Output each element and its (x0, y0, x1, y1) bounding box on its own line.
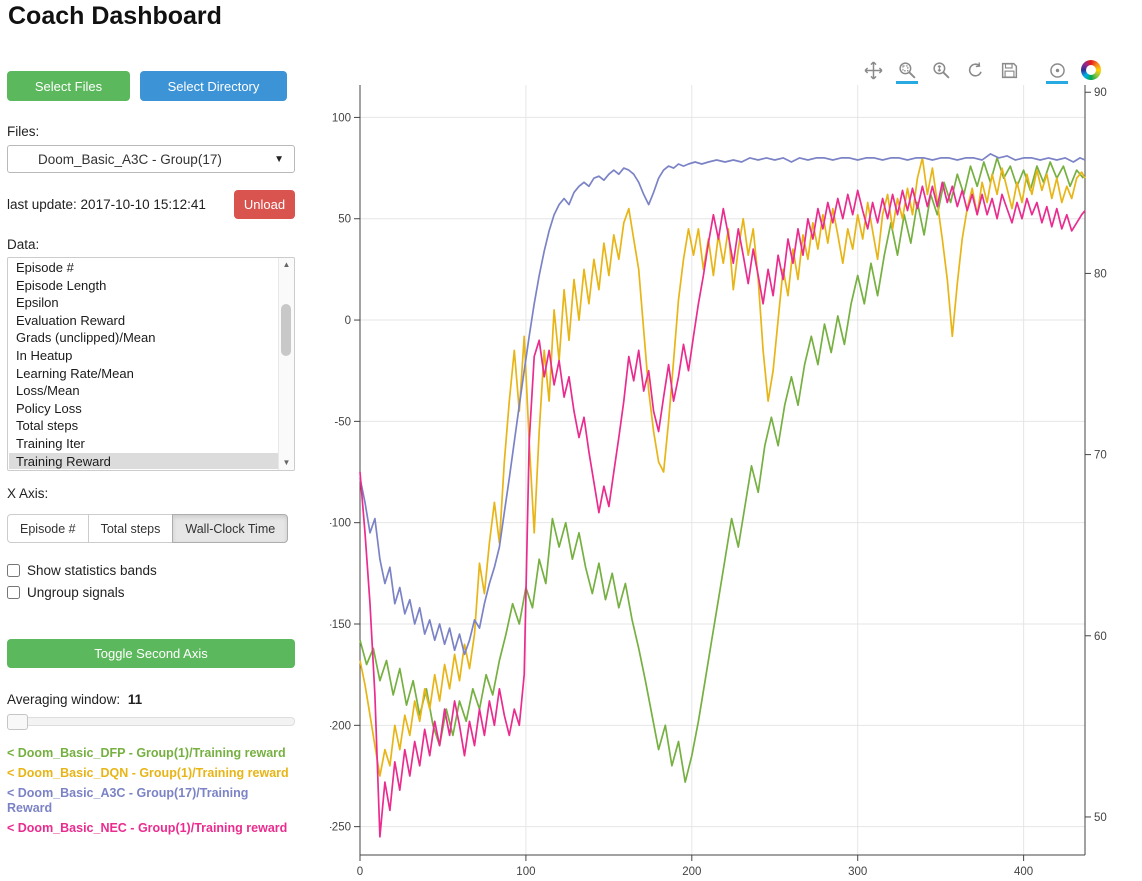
y2-tick-label: 80 (1094, 268, 1107, 280)
y-tick-label: 100 (332, 112, 351, 124)
list-item-episode-length[interactable]: Episode Length (16, 277, 107, 293)
list-item-episode[interactable]: Episode # (16, 260, 74, 275)
page-title: Coach Dashboard (8, 2, 222, 30)
legend-item[interactable]: < Doom_Basic_DQN - Group(1)/Training rew… (7, 766, 289, 780)
list-item-evaluation-reward[interactable]: Evaluation Reward (16, 312, 126, 328)
options-checkboxes: Show statistics bands Ungroup signals (7, 563, 295, 600)
checkbox-row-ungroup-signals: Ungroup signals (7, 585, 295, 600)
pan-icon (864, 61, 882, 79)
series-line-doom-basic-dqn-group-1-training-reward (359, 157, 1086, 777)
list-item-epsilon[interactable]: Epsilon (16, 295, 59, 311)
averaging-window-label: Averaging window: (7, 692, 121, 707)
series-line-doom-basic-a3c-group-17-training-reward (359, 153, 1086, 656)
select-directory-button[interactable]: Select Directory (140, 71, 287, 101)
last-update-row: last update: 2017-10-10 15:12:41 Unload (7, 190, 295, 219)
tool-pan[interactable] (862, 59, 884, 81)
y-tick-label: -100 (330, 518, 351, 530)
averaging-window-value: 11 (127, 692, 143, 707)
files-label: Files: (7, 124, 40, 139)
data-label: Data: (7, 237, 40, 252)
tool-wheel-zoom[interactable] (930, 59, 952, 81)
select-files-button[interactable]: Select Files (7, 71, 130, 101)
x-axis-label: X Axis: (7, 486, 49, 501)
list-item-loss-mean[interactable]: Loss/Mean (16, 383, 80, 399)
plot-area[interactable] (360, 85, 1085, 855)
y2-tick-label: 90 (1094, 87, 1107, 99)
sidebar: Select Files Select Directory Files: Doo… (7, 71, 295, 841)
list-item-learning-rate-mean[interactable]: Learning Rate/Mean (16, 365, 134, 381)
active-tool-underline (1046, 81, 1068, 84)
bokeh-logo (1081, 60, 1101, 80)
tool-save[interactable] (998, 59, 1020, 81)
legend: < Doom_Basic_DFP - Group(1)/Training rew… (7, 746, 295, 836)
xaxis-button-episode[interactable]: Episode # (7, 514, 89, 543)
y2-tick-label: 50 (1094, 812, 1107, 824)
checkbox-label: Ungroup signals (27, 585, 125, 600)
hover-icon (1049, 62, 1065, 78)
xaxis-button-wall-clock-time[interactable]: Wall-Clock Time (172, 514, 289, 543)
list-item-in-heatup[interactable]: In Heatup (16, 347, 73, 363)
list-item-training-reward[interactable]: Training Reward (9, 452, 278, 469)
data-signal-list: Episode # Episode Length Epsilon Evaluation… (7, 257, 295, 471)
chart-toolbar (862, 58, 1102, 84)
file-buttons-row: Select Files Select Directory (7, 71, 295, 101)
legend-item[interactable]: < Doom_Basic_A3C - Group(17)/Training Re… (7, 786, 249, 815)
averaging-window-slider[interactable] (7, 714, 295, 730)
scroll-down-icon[interactable]: ▼ (282, 458, 291, 467)
box-zoom-icon (898, 61, 916, 79)
x-tick-label: 300 (848, 866, 867, 875)
legend-item[interactable]: < Doom_Basic_NEC - Group(1)/Training rew… (7, 821, 288, 835)
show-statistics-bands-checkbox[interactable] (7, 564, 20, 577)
x-tick-label: 200 (682, 866, 701, 875)
last-update-text: last update: 2017-10-10 15:12:41 (7, 197, 206, 212)
list-item-training-iter[interactable]: Training Iter (16, 435, 85, 451)
save-icon (1001, 62, 1017, 78)
data-signal-list-items: Episode # Episode Length Epsilon Evaluation… (9, 259, 278, 469)
x-axis-button-group: Episode # Total steps Wall-Clock Time (7, 514, 289, 543)
ungroup-signals-checkbox[interactable] (7, 586, 20, 599)
list-item-policy-loss[interactable]: Policy Loss (16, 400, 82, 416)
legend-item[interactable]: < Doom_Basic_DFP - Group(1)/Training rew… (7, 746, 286, 760)
scroll-up-icon[interactable]: ▲ (282, 260, 291, 269)
xaxis-button-total-steps[interactable]: Total steps (87, 514, 174, 543)
scrollbar-thumb[interactable] (281, 304, 291, 356)
reward-chart[interactable]: 100 50 0 -50 -100 -150 -200 -250 0 100 200 300 400 90… (330, 60, 1120, 875)
tool-bokeh-logo[interactable] (1080, 59, 1102, 81)
tool-box-zoom[interactable] (896, 59, 918, 84)
y-tick-label: -50 (334, 416, 351, 428)
x-tick-label: 0 (357, 866, 363, 875)
checkbox-row-show-statistics-bands: Show statistics bands (7, 563, 295, 578)
tool-hover[interactable] (1046, 59, 1068, 84)
wheel-zoom-icon (932, 61, 950, 79)
y-tick-label: -150 (330, 619, 351, 631)
reset-icon (968, 61, 982, 77)
unload-button[interactable]: Unload (234, 190, 295, 219)
toggle-second-axis-button[interactable]: Toggle Second Axis (7, 639, 295, 668)
series-line-doom-basic-nec-group-1-training-reward (359, 181, 1086, 838)
chevron-down-icon: ▼ (274, 154, 284, 165)
y2-tick-label: 60 (1094, 631, 1107, 643)
files-dropdown[interactable]: Doom_Basic_A3C - Group(17) ▼ (7, 145, 295, 173)
y-tick-label: -250 (330, 822, 351, 834)
data-list-scrollbar[interactable]: ▲ ▼ (278, 258, 294, 470)
tool-reset[interactable] (964, 59, 986, 81)
y-tick-label: 50 (338, 214, 351, 226)
x-tick-label: 400 (1014, 866, 1033, 875)
list-item-total-steps[interactable]: Total steps (16, 418, 79, 434)
checkbox-label: Show statistics bands (27, 563, 157, 578)
averaging-window-row: Averaging window: 11 (7, 692, 295, 707)
files-dropdown-value: Doom_Basic_A3C - Group(17) (38, 151, 222, 167)
y2-tick-label: 70 (1094, 450, 1107, 462)
x-tick-label: 100 (516, 866, 535, 875)
y-tick-label: 0 (345, 315, 351, 327)
list-item-grads-unclipped-mean[interactable]: Grads (unclipped)/Mean (16, 330, 156, 346)
active-tool-underline (896, 81, 918, 84)
y-tick-label: -200 (330, 720, 351, 732)
slider-handle[interactable] (7, 714, 28, 730)
